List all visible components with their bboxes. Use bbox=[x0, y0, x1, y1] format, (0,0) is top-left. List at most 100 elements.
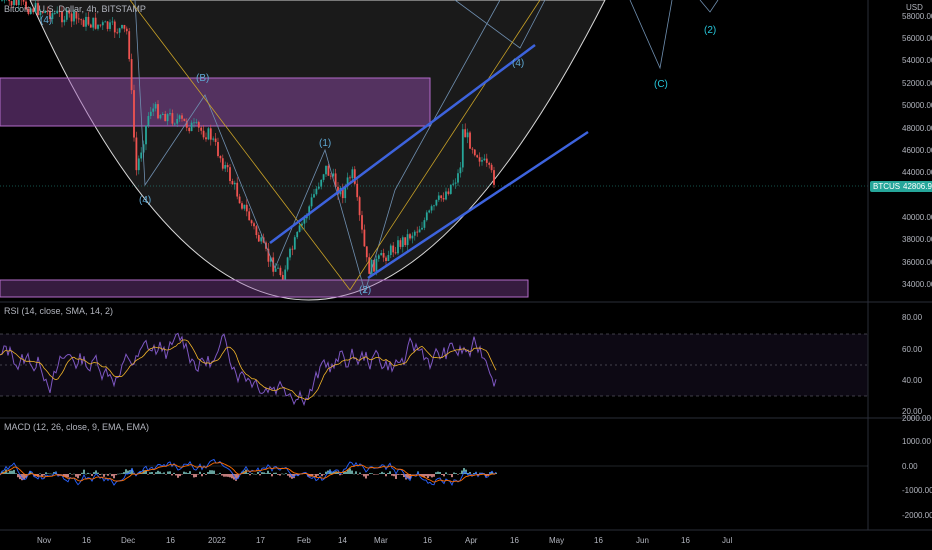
macd-histogram-bar bbox=[73, 473, 75, 475]
candle-body bbox=[161, 113, 164, 116]
candle-body bbox=[68, 10, 71, 14]
macd-histogram-bar bbox=[353, 473, 355, 475]
candle-body bbox=[293, 237, 296, 250]
macd-histogram-bar bbox=[273, 472, 275, 474]
macd-histogram-bar bbox=[49, 473, 51, 475]
candle-body bbox=[104, 21, 107, 23]
channel-upper-line[interactable] bbox=[269, 43, 536, 245]
macd-histogram-bar bbox=[439, 471, 441, 474]
candle-body bbox=[274, 268, 277, 272]
candle-body bbox=[337, 186, 339, 195]
candle-body bbox=[176, 118, 179, 124]
candle-body bbox=[373, 259, 375, 272]
macd-histogram-bar bbox=[209, 470, 211, 474]
candle-body bbox=[106, 21, 109, 29]
price-tick: 58000.00 bbox=[902, 12, 932, 21]
macd-histogram-bar bbox=[125, 469, 127, 474]
rsi-axis: 80.00 60.00 40.00 20.00 bbox=[902, 313, 923, 416]
candle-body bbox=[197, 122, 200, 128]
candle-body bbox=[229, 167, 231, 181]
candle-body bbox=[125, 28, 128, 32]
macd-histogram-bar bbox=[271, 474, 273, 477]
candle-body bbox=[245, 204, 248, 212]
macd-histogram-bar bbox=[171, 474, 173, 476]
candle-body bbox=[399, 240, 402, 247]
rsi-tick: 40.00 bbox=[902, 376, 923, 385]
candle-body bbox=[353, 169, 356, 184]
macd-histogram-bar bbox=[389, 471, 391, 474]
candle-body bbox=[370, 259, 373, 274]
macd-histogram-bar bbox=[399, 474, 401, 475]
rsi-ma-line bbox=[0, 339, 497, 401]
macd-histogram-bar bbox=[401, 474, 403, 475]
candle-body bbox=[44, 10, 47, 13]
candle-body bbox=[241, 203, 243, 209]
candle-body bbox=[365, 246, 368, 258]
macd-histogram-bar bbox=[255, 473, 257, 475]
price-tick: 34000.00 bbox=[902, 280, 932, 289]
candle-body bbox=[37, 3, 39, 15]
macd-histogram-bar bbox=[99, 474, 101, 475]
macd-histogram-bar bbox=[33, 474, 35, 477]
wave-label-4a: (4) bbox=[40, 15, 52, 26]
macd-histogram-bar bbox=[195, 474, 197, 478]
macd-histogram-bar bbox=[459, 473, 461, 474]
rsi-title: RSI (14, close, SMA, 14, 2) bbox=[4, 306, 114, 316]
macd-histogram-bar bbox=[81, 472, 83, 474]
macd-histogram-bar bbox=[445, 472, 447, 474]
candle-body bbox=[377, 255, 380, 259]
macd-histogram-bar bbox=[381, 471, 383, 474]
candle-body bbox=[116, 32, 119, 34]
macd-histogram-bar bbox=[89, 473, 91, 475]
price-tick: 36000.00 bbox=[902, 258, 932, 267]
macd-histogram-bar bbox=[15, 473, 17, 474]
candle-body bbox=[478, 157, 481, 162]
macd-histogram-bar bbox=[45, 472, 47, 474]
candle-body bbox=[380, 252, 383, 256]
macd-histogram-bar bbox=[151, 472, 153, 474]
signal-line bbox=[0, 462, 497, 483]
macd-histogram-bar bbox=[289, 474, 291, 478]
candle-body bbox=[164, 113, 167, 122]
macd-histogram-bar bbox=[149, 472, 151, 474]
macd-histogram-bar bbox=[367, 474, 369, 476]
candle-body bbox=[56, 10, 59, 14]
candle-body bbox=[485, 158, 488, 163]
macd-histogram-bar bbox=[281, 473, 283, 475]
macd-histogram-bar bbox=[67, 474, 69, 478]
macd-histogram-bar bbox=[397, 474, 399, 475]
channel-lower-line[interactable] bbox=[367, 130, 589, 280]
macd-histogram-bar bbox=[93, 472, 95, 474]
macd-histogram-bar bbox=[343, 471, 345, 474]
candle-body bbox=[75, 11, 78, 19]
macd-histogram-bar bbox=[277, 474, 279, 475]
candle-body bbox=[411, 235, 414, 239]
macd-histogram-bar bbox=[61, 474, 63, 475]
macd-histogram-bar bbox=[331, 472, 333, 474]
candle-body bbox=[101, 22, 104, 26]
macd-histogram-bar bbox=[383, 472, 385, 474]
candle-body bbox=[368, 257, 371, 274]
candle-body bbox=[121, 25, 123, 29]
wave-label-c: (C) bbox=[654, 79, 668, 90]
candle-body bbox=[178, 115, 181, 119]
macd-histogram-bar bbox=[189, 471, 191, 474]
candle-body bbox=[233, 182, 236, 185]
time-tick: 2022 bbox=[208, 536, 226, 545]
candle-body bbox=[461, 129, 464, 168]
time-tick: 14 bbox=[338, 536, 347, 545]
macd-histogram-bar bbox=[375, 474, 377, 475]
candle-body bbox=[382, 252, 385, 258]
macd-histogram-bar bbox=[435, 472, 437, 474]
candle-body bbox=[351, 169, 354, 179]
macd-histogram-bar bbox=[117, 473, 119, 475]
macd-histogram-bar bbox=[21, 474, 23, 481]
candle-body bbox=[49, 10, 51, 20]
candle-body bbox=[481, 160, 483, 162]
candle-body bbox=[332, 173, 335, 177]
candle-body bbox=[221, 158, 224, 169]
candle-body bbox=[250, 220, 253, 224]
candle-body bbox=[385, 257, 387, 261]
candle-body bbox=[80, 19, 83, 21]
candle-body bbox=[315, 188, 318, 195]
